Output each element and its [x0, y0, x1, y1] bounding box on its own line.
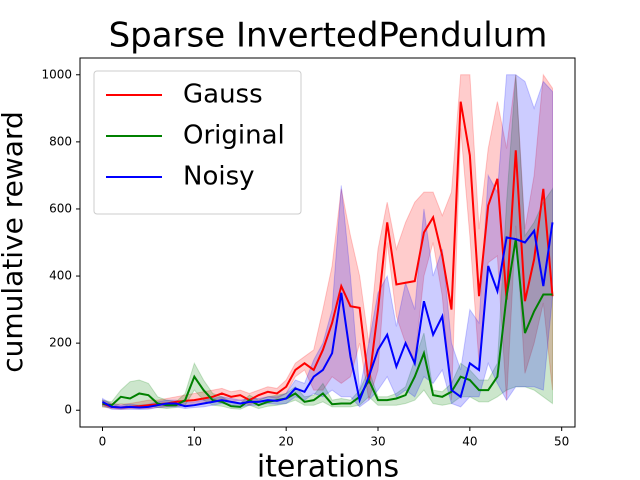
- legend-label: Gauss: [183, 80, 263, 110]
- y-tick-label: 0: [64, 403, 72, 417]
- y-tick-label: 200: [49, 336, 72, 350]
- x-axis-label: iterations: [257, 450, 399, 480]
- y-tick-label: 1000: [41, 67, 72, 81]
- x-tick-label: 10: [187, 435, 202, 449]
- chart-title: Sparse InvertedPendulum: [109, 16, 548, 56]
- band: [102, 74, 553, 410]
- y-tick-label: 600: [49, 201, 72, 215]
- line: [102, 101, 554, 409]
- band: [102, 74, 553, 411]
- legend-box: [93, 70, 302, 215]
- x-tick-label: 30: [370, 435, 385, 449]
- x-tick-label: 50: [554, 435, 569, 449]
- y-tick-label: 800: [49, 134, 72, 148]
- x-tick-label: 20: [279, 435, 294, 449]
- y-tick-label: 400: [49, 269, 72, 283]
- y-axis-label: cumulative reward: [0, 111, 29, 373]
- line: [102, 222, 554, 409]
- x-tick-label: 40: [462, 435, 477, 449]
- legend-label: Original: [183, 121, 285, 151]
- x-tick-label: 0: [99, 435, 107, 449]
- legend-label: Noisy: [183, 162, 255, 192]
- plot-frame: [79, 57, 576, 428]
